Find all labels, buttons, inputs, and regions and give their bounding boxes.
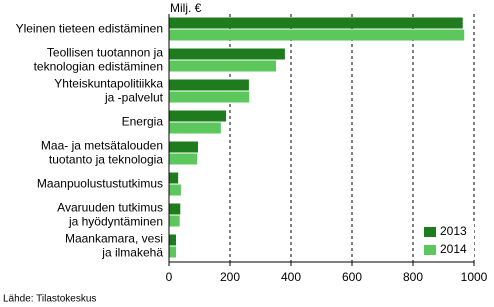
bar xyxy=(169,29,465,41)
y-tick-label: ja hyödyntäminen xyxy=(68,215,163,229)
y-tick-label: tuotanto ja teknologia xyxy=(49,153,163,167)
bar xyxy=(169,48,285,60)
bar xyxy=(169,172,179,184)
x-tick-label: 0 xyxy=(166,270,173,284)
bar xyxy=(169,153,198,165)
bar xyxy=(169,91,250,103)
legend-label: 2013 xyxy=(440,224,467,238)
source: Lähde: Tilastokeskus xyxy=(3,294,96,305)
bar xyxy=(169,184,181,196)
y-tick-label: Maankamara, vesi xyxy=(65,232,163,246)
bar xyxy=(169,122,221,134)
bar xyxy=(169,141,198,153)
y-tick-label: Yhteiskuntapolitiikka xyxy=(54,77,163,91)
y-tick-label: Teollisen tuotannon ja xyxy=(47,46,163,60)
y-tick-label: Energia xyxy=(122,115,164,129)
bar xyxy=(169,110,227,122)
bar xyxy=(169,215,180,227)
bar xyxy=(169,79,249,91)
x-tick-label: 1000 xyxy=(461,270,488,284)
y-tick-label: Avaruuden tutkimus xyxy=(57,201,163,215)
x-tick-label: 400 xyxy=(281,270,301,284)
y-tick-label: Maa- ja metsätalouden xyxy=(41,139,163,153)
bar xyxy=(169,246,177,258)
legend-label: 2014 xyxy=(440,242,467,256)
x-tick-label: 600 xyxy=(342,270,362,284)
bar xyxy=(169,60,277,72)
bar xyxy=(169,203,181,215)
y-tick-label: teknologian edistäminen xyxy=(34,60,163,74)
y-tick-label: ja ilmakehä xyxy=(101,246,163,260)
legend-swatch xyxy=(424,227,436,237)
x-tick-label: 800 xyxy=(403,270,423,284)
y-tick-label: Yleinen tieteen edistäminen xyxy=(16,22,163,36)
bar xyxy=(169,234,177,246)
legend-swatch xyxy=(424,245,436,255)
y-tick-label: ja -palvelut xyxy=(104,91,164,105)
chart-title: Milj. € xyxy=(170,1,202,15)
x-tick-label: 200 xyxy=(220,270,240,284)
y-tick-label: Maanpuolustustutkimus xyxy=(37,177,163,191)
bar xyxy=(169,17,463,29)
